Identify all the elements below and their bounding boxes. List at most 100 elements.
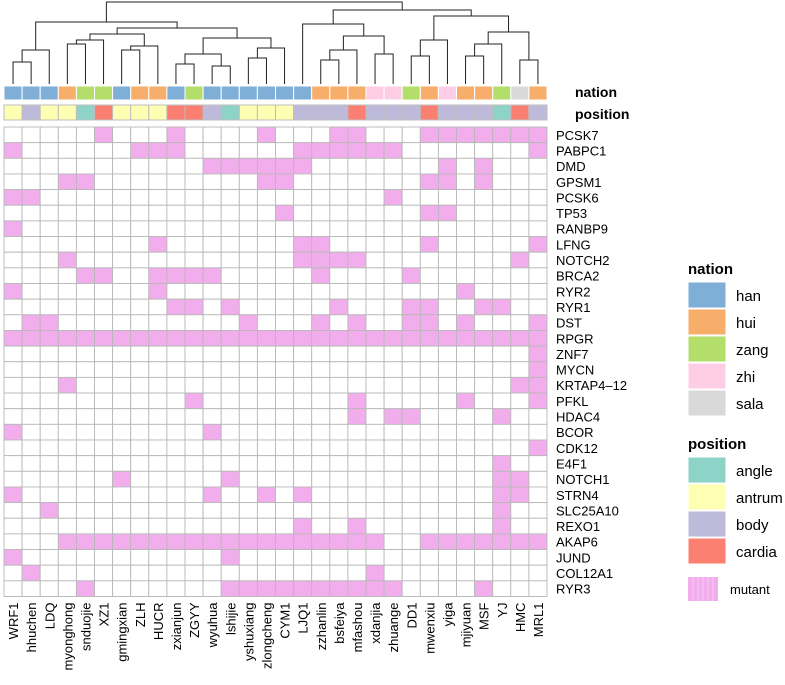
empty-cell [21,439,41,457]
mutant-cell [329,298,349,316]
empty-cell [130,392,150,410]
nation-cell [474,85,494,101]
mutant-cell [347,330,367,347]
legend-swatch-zhi [687,362,727,390]
empty-cell [148,204,168,222]
empty-cell [184,549,204,566]
empty-cell [401,157,421,175]
empty-cell [474,392,494,410]
empty-cell [275,549,295,566]
empty-cell [528,283,548,300]
empty-cell [21,408,41,425]
empty-cell [419,564,439,582]
empty-cell [57,517,77,535]
empty-cell [365,439,385,457]
empty-cell [130,549,150,566]
empty-cell [112,298,132,316]
mutant-cell [94,533,114,551]
empty-cell [94,142,114,159]
empty-cell [3,157,23,175]
empty-cell [238,126,258,144]
empty-cell [365,283,385,300]
empty-cell [21,502,41,519]
empty-cell [220,423,240,441]
empty-cell [57,423,77,441]
position-cell [329,104,349,121]
empty-cell [3,251,23,269]
empty-cell [474,486,494,504]
empty-cell [329,157,349,175]
empty-cell [148,392,168,410]
empty-cell [383,376,403,394]
mutant-cell [220,157,240,175]
mutant-cell [492,126,512,144]
mutant-cell [293,533,313,551]
empty-cell [112,580,132,597]
empty-cell [75,126,95,144]
empty-cell [184,189,204,206]
empty-cell [256,502,276,519]
mutant-cell [528,439,548,457]
empty-cell [437,220,457,237]
dendrogram-branch [12,61,32,84]
empty-cell [256,220,276,237]
empty-cell [474,439,494,457]
empty-cell [238,470,258,488]
empty-cell [39,580,59,597]
empty-cell [347,423,367,441]
mutant-cell [492,486,512,504]
empty-cell [94,502,114,519]
empty-cell [474,376,494,394]
column-label: zxianjun [169,603,184,651]
empty-cell [510,455,530,472]
empty-cell [365,376,385,394]
mutant-cell [347,142,367,159]
mutant-cell [21,564,41,582]
row-label: CDK12 [556,441,598,456]
empty-cell [184,361,204,378]
nation-cell [256,85,276,101]
mutant-cell [184,392,204,410]
empty-cell [365,345,385,363]
empty-cell [256,408,276,425]
empty-cell [474,204,494,222]
empty-cell [347,376,367,394]
empty-cell [184,439,204,457]
empty-cell [311,392,331,410]
empty-cell [311,345,331,363]
empty-cell [3,502,23,519]
dendrogram-branch [419,39,448,84]
empty-cell [347,470,367,488]
empty-cell [293,423,313,441]
empty-cell [220,376,240,394]
empty-cell [474,267,494,284]
dendrogram-branch [211,65,231,84]
empty-cell [510,564,530,582]
empty-cell [220,142,240,159]
empty-cell [166,173,186,191]
empty-cell [275,189,295,206]
legend-title-position: position [688,436,746,453]
empty-cell [401,533,421,551]
empty-cell [419,267,439,284]
empty-cell [3,392,23,410]
mutant-cell [293,157,313,175]
row-label: NOTCH1 [556,472,609,487]
empty-cell [510,189,530,206]
mutant-cell [184,533,204,551]
empty-cell [437,142,457,159]
mutant-cell [275,204,295,222]
empty-cell [401,345,421,363]
empty-cell [202,283,222,300]
nation-cell [3,85,23,101]
empty-cell [365,126,385,144]
mutant-cell [365,533,385,551]
empty-cell [94,361,114,378]
empty-cell [94,549,114,566]
mutant-cell [419,126,439,144]
empty-cell [148,408,168,425]
empty-cell [112,564,132,582]
empty-cell [202,408,222,425]
empty-cell [437,189,457,206]
annotation-label-nation: nation [575,84,617,100]
